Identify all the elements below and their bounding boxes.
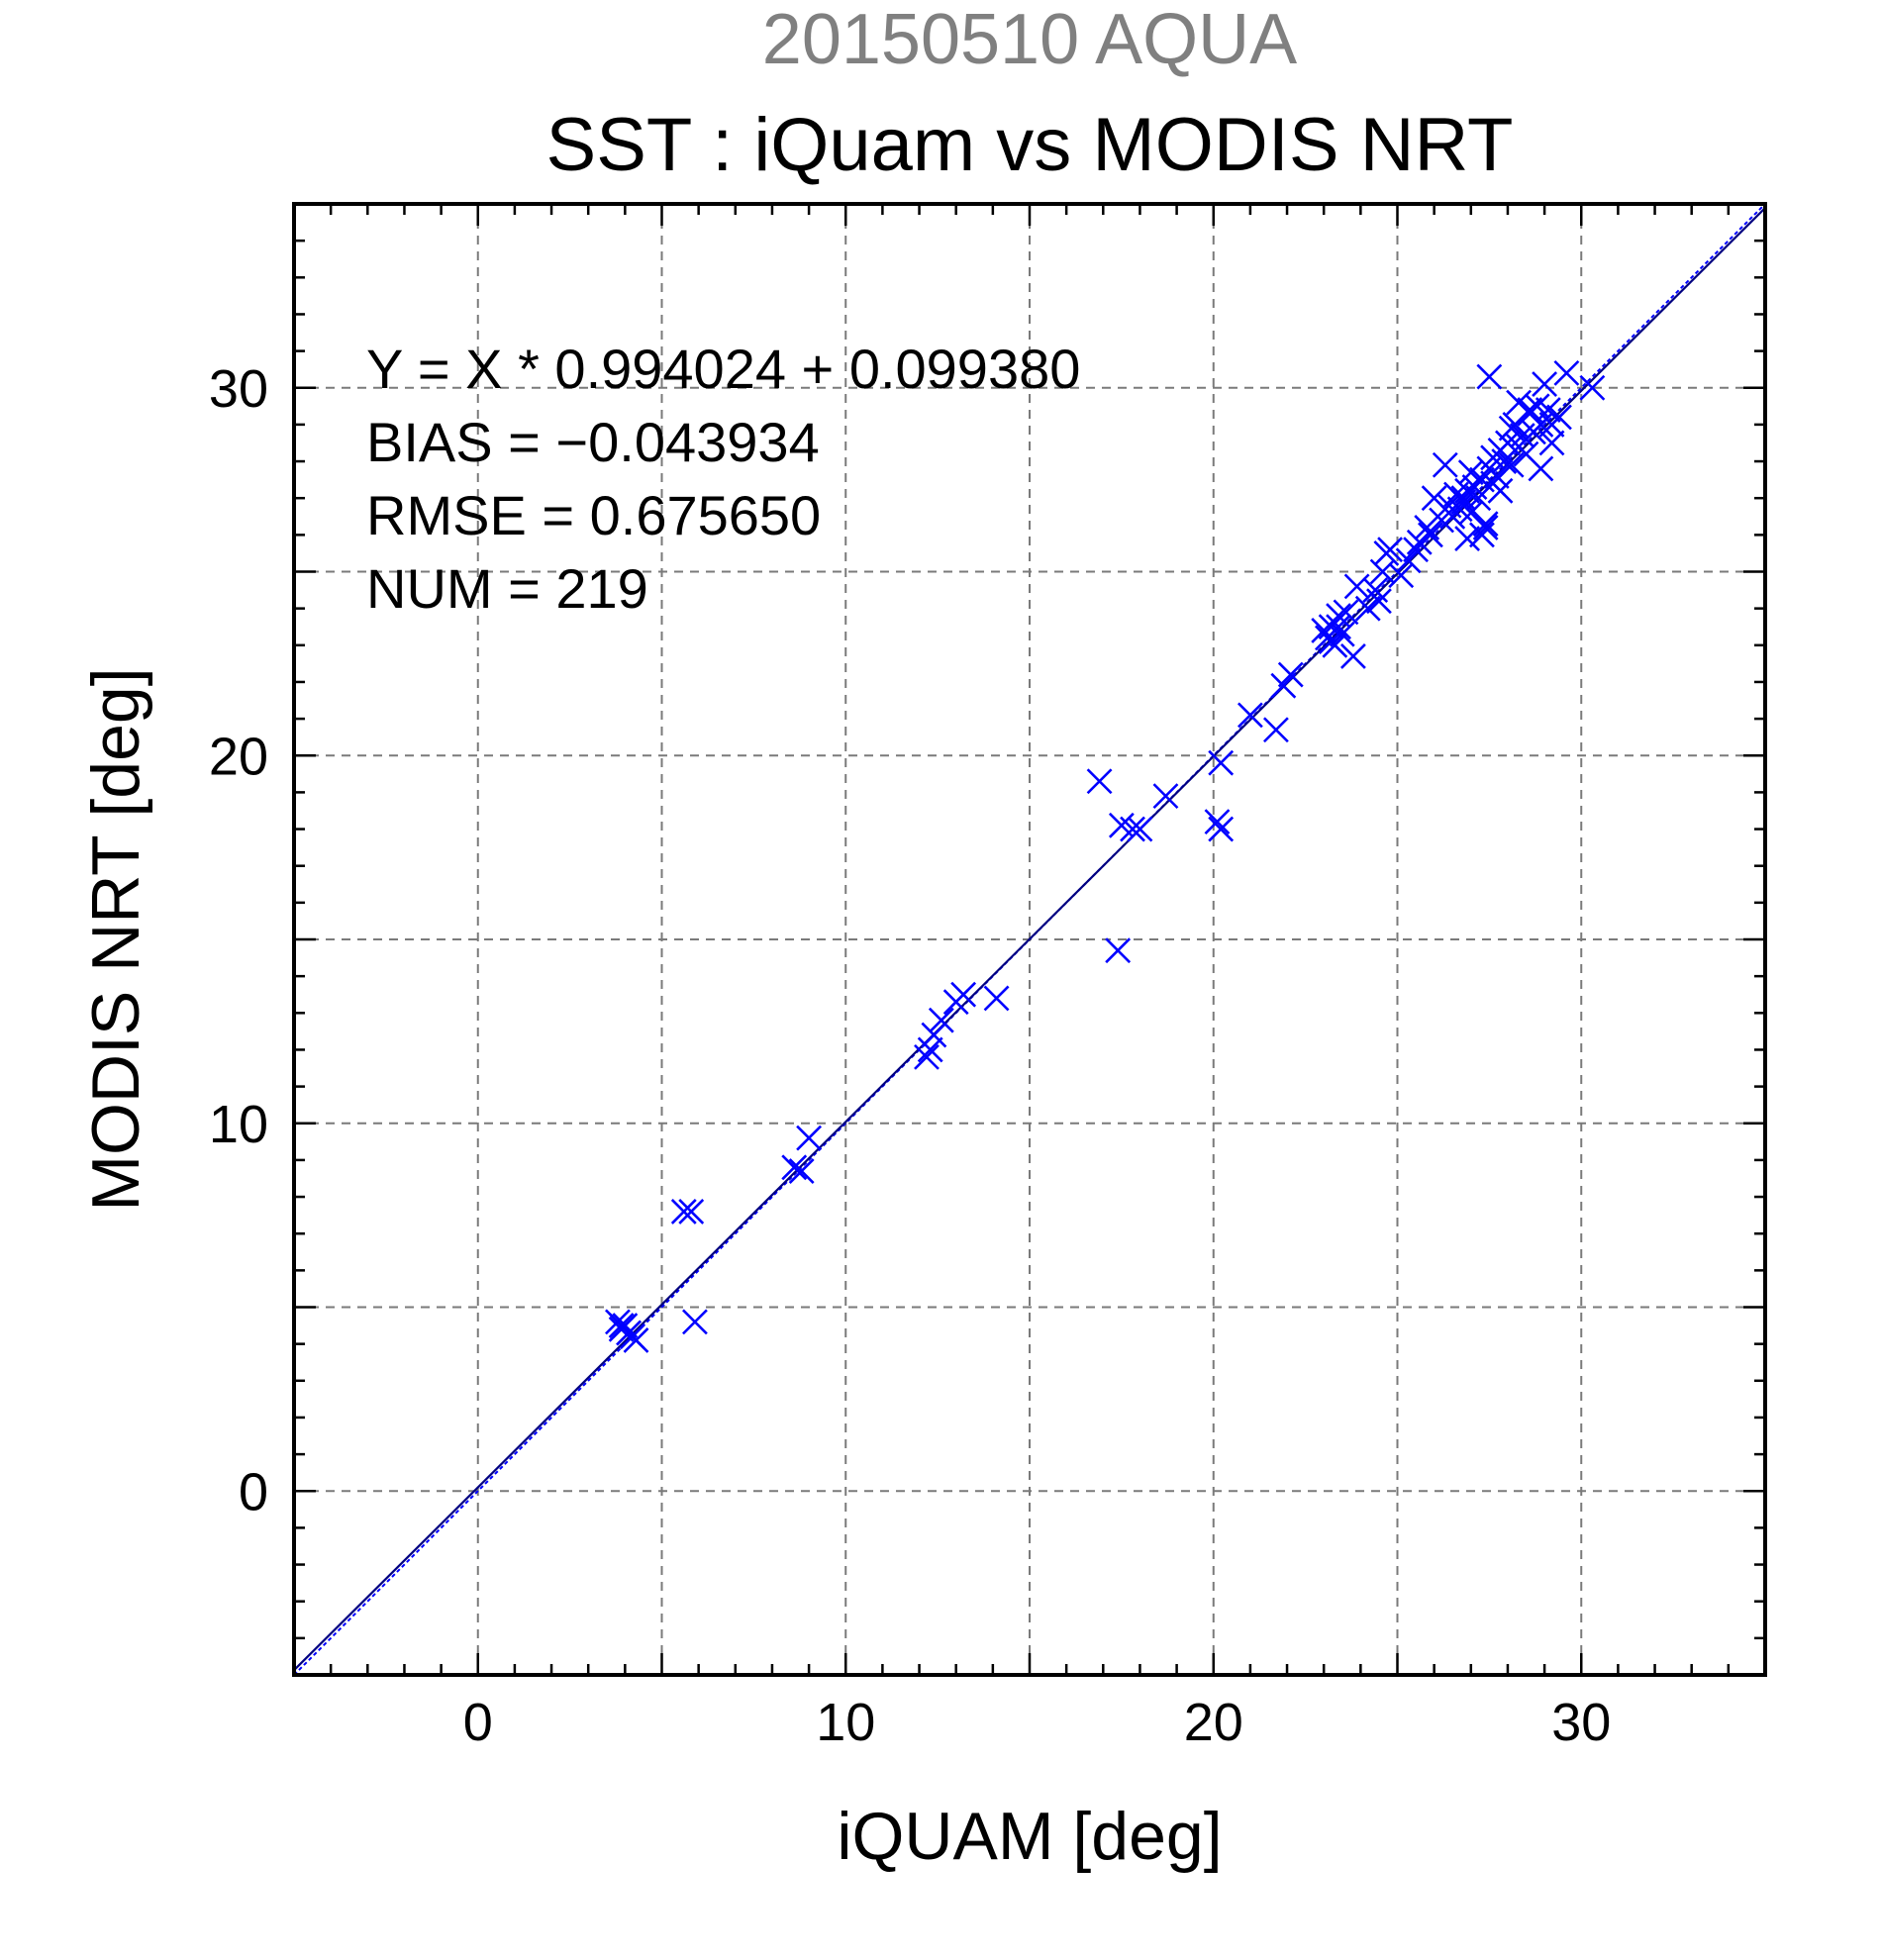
data-point bbox=[1476, 363, 1503, 390]
data-point bbox=[1340, 643, 1366, 669]
data-point bbox=[1333, 599, 1359, 626]
data-points bbox=[605, 359, 1606, 1353]
data-point bbox=[914, 1043, 940, 1070]
data-point bbox=[1534, 397, 1561, 423]
data-point bbox=[1373, 540, 1400, 566]
x-tick-label: 20 bbox=[1184, 1693, 1243, 1752]
data-point bbox=[1237, 702, 1263, 729]
data-point bbox=[1450, 485, 1477, 512]
data-point bbox=[1517, 397, 1543, 423]
data-point bbox=[1204, 809, 1231, 835]
data-point bbox=[1343, 573, 1370, 600]
data-point bbox=[1152, 783, 1179, 810]
rmse-label: RMSE = 0.675650 bbox=[366, 484, 821, 546]
data-point bbox=[1469, 522, 1495, 548]
data-point bbox=[616, 1320, 642, 1346]
data-point bbox=[612, 1313, 639, 1338]
data-point bbox=[1414, 515, 1440, 540]
data-point bbox=[1553, 359, 1580, 386]
grid-lines bbox=[294, 204, 1765, 1675]
data-point bbox=[1086, 768, 1113, 795]
data-point bbox=[1472, 515, 1499, 540]
data-point bbox=[1120, 816, 1145, 842]
data-point bbox=[1528, 455, 1554, 482]
data-point bbox=[921, 1022, 947, 1048]
data-point bbox=[796, 1125, 823, 1151]
data-point bbox=[1579, 374, 1606, 401]
data-point bbox=[1538, 430, 1565, 456]
data-point bbox=[1395, 547, 1422, 574]
y-tick-label: 10 bbox=[209, 1095, 268, 1154]
fit-line bbox=[293, 207, 1766, 1671]
data-point bbox=[983, 985, 1010, 1012]
data-point bbox=[1532, 371, 1558, 397]
data-point bbox=[1311, 618, 1337, 643]
data-point bbox=[1432, 451, 1458, 478]
y-tick-label: 30 bbox=[209, 359, 268, 419]
data-point bbox=[1457, 459, 1484, 486]
data-point bbox=[1483, 462, 1510, 489]
data-point bbox=[1354, 595, 1381, 622]
data-point bbox=[678, 1198, 705, 1225]
data-point bbox=[1326, 614, 1351, 640]
data-point bbox=[1528, 411, 1554, 438]
data-point bbox=[788, 1158, 815, 1184]
data-point bbox=[950, 981, 977, 1008]
stats-box: Y = X * 0.994024 + 0.099380 BIAS = −0.04… bbox=[366, 338, 1080, 620]
data-point bbox=[1105, 937, 1132, 964]
x-tick-label: 30 bbox=[1551, 1693, 1611, 1752]
data-point bbox=[1318, 629, 1344, 655]
data-point bbox=[1406, 529, 1433, 555]
y-tick-label: 0 bbox=[239, 1462, 268, 1521]
data-point bbox=[1418, 522, 1443, 548]
data-point bbox=[1454, 526, 1480, 551]
data-point bbox=[682, 1309, 708, 1335]
x-axis-label: iQUAM [deg] bbox=[837, 1799, 1222, 1874]
plot-frame bbox=[292, 202, 1767, 1677]
tick-labels: 0 10 20 30 0 10 20 30 bbox=[209, 359, 1611, 1752]
data-point bbox=[1127, 816, 1153, 842]
data-point bbox=[1270, 672, 1297, 699]
num-label: NUM = 219 bbox=[366, 557, 648, 620]
data-point bbox=[781, 1154, 808, 1181]
data-point bbox=[1480, 470, 1507, 497]
data-point bbox=[670, 1198, 697, 1225]
y-axis-label: MODIS NRT [deg] bbox=[78, 667, 153, 1211]
x-tick-label: 0 bbox=[463, 1693, 493, 1752]
bias-label: BIAS = −0.043934 bbox=[366, 411, 820, 473]
data-point bbox=[1506, 389, 1533, 416]
data-point bbox=[1277, 661, 1304, 688]
data-point bbox=[1208, 816, 1235, 842]
data-point bbox=[917, 1036, 943, 1063]
data-point bbox=[1546, 404, 1572, 431]
data-point bbox=[1388, 562, 1415, 589]
x-tick-label: 10 bbox=[816, 1693, 875, 1752]
regression-equation: Y = X * 0.994024 + 0.099380 bbox=[366, 338, 1080, 400]
data-point bbox=[928, 1007, 954, 1033]
data-point bbox=[1366, 588, 1392, 615]
chart-subtitle: 20150510 AQUA bbox=[762, 0, 1297, 79]
y-tick-label: 20 bbox=[209, 727, 268, 786]
chart-title: SST : iQuam vs MODIS NRT bbox=[546, 103, 1514, 187]
data-point bbox=[1208, 749, 1235, 776]
data-point bbox=[1262, 717, 1289, 743]
